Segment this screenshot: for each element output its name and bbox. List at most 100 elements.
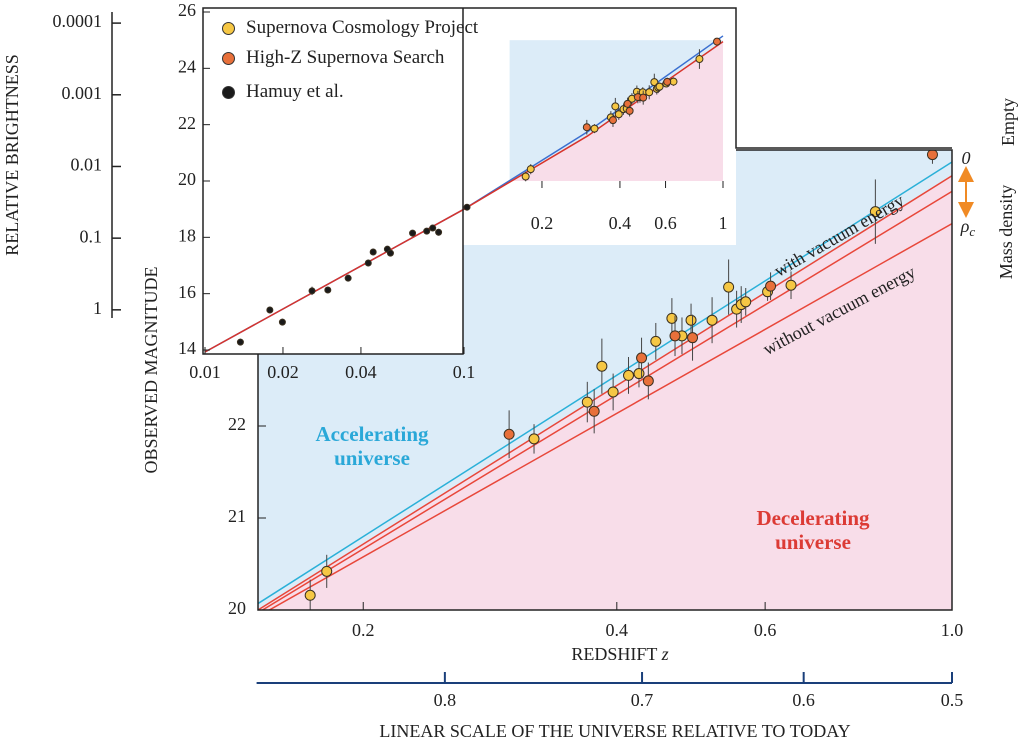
y-tick-label: 22 [228, 414, 246, 434]
inset-frame [202, 7, 952, 355]
brightness-axis-label: RELATIVE BRIGHTNESS [2, 54, 22, 256]
data-point [503, 428, 515, 440]
inset-y-tick-label: 20 [178, 169, 196, 189]
data-point [266, 306, 274, 314]
data-point [869, 206, 881, 218]
x-tick-label: 1.0 [941, 620, 964, 640]
data-point [723, 281, 735, 293]
data-point [926, 150, 938, 161]
y-tick-label: 20 [228, 598, 246, 618]
data-point [611, 102, 620, 111]
legend-item: Hamuy et al. [222, 80, 492, 104]
legend-item: Supernova Cosmology Project [222, 16, 492, 40]
data-point [596, 360, 608, 372]
legend-label: Supernova Cosmology Project [246, 17, 479, 38]
model-line [261, 190, 952, 610]
data-point [582, 123, 591, 132]
data-point [308, 287, 316, 295]
data-point [685, 314, 697, 326]
data-point [236, 338, 244, 346]
data-point [642, 375, 654, 387]
data-point [386, 249, 394, 257]
inset-plot [204, 35, 724, 353]
data-point [429, 224, 437, 232]
legend-item: High-Z Supernova Search [222, 46, 492, 70]
inset-x-tick-label: 0.6 [654, 213, 677, 233]
data-point [712, 37, 721, 46]
brightness-tick-label: 1 [93, 298, 102, 318]
data-point [639, 93, 648, 102]
data-point [278, 318, 286, 326]
data-point [324, 286, 332, 294]
empty-label: Empty [998, 98, 1018, 146]
data-point [669, 330, 681, 342]
data-point [740, 296, 752, 308]
data-point [581, 396, 593, 408]
x2-tick-label: 0.6 [792, 690, 815, 710]
data-point [608, 116, 617, 125]
inset-x-tick-label: 0.04 [345, 362, 377, 382]
model-line [267, 222, 952, 610]
data-point [650, 335, 662, 347]
data-point [645, 88, 654, 97]
legend-marker [222, 86, 235, 99]
inset-x-tick-label: 0.02 [267, 362, 299, 382]
x-tick-label: 0.2 [352, 620, 375, 640]
data-point [423, 227, 431, 235]
inset-y-tick-label: 14 [178, 338, 196, 358]
rho-label: ρc [960, 216, 976, 239]
inset-decelerating-region [511, 41, 723, 181]
data-point [435, 228, 443, 236]
x-tick-label: 0.4 [606, 620, 629, 640]
data-point [623, 369, 635, 381]
inset-y-tick-label: 22 [178, 113, 196, 133]
model-line [258, 175, 952, 610]
data-point [666, 312, 678, 324]
data-point [528, 433, 540, 445]
x-axis-label: REDSHIFT z [571, 644, 668, 664]
x-axis-label-variable: z [661, 644, 669, 664]
inset-y-tick-label: 24 [178, 56, 196, 76]
data-point [304, 589, 316, 601]
data-point [785, 279, 797, 291]
x2-axis-label: LINEAR SCALE OF THE UNIVERSE RELATIVE TO… [379, 721, 850, 741]
legend-marker [222, 22, 235, 35]
data-point [463, 203, 471, 211]
x2-tick-label: 0.8 [434, 690, 457, 710]
inset-x-tick-label: 1 [719, 213, 728, 233]
data-point [663, 77, 672, 86]
rho-symbol: ρ [960, 216, 970, 236]
accelerating-label: Accelerating universe [315, 422, 429, 470]
data-point [687, 332, 699, 344]
data-point [409, 229, 417, 237]
data-point [607, 386, 619, 398]
data-point [765, 280, 777, 292]
inset-y-tick-label: 26 [178, 0, 196, 20]
x2-tick-label: 0.5 [941, 690, 964, 710]
data-point [321, 565, 333, 577]
x-tick-label: 0.6 [754, 620, 777, 640]
brightness-tick-label: 0.001 [62, 83, 103, 103]
model-line [258, 161, 952, 605]
brightness-tick-label: 0.01 [71, 155, 103, 175]
decelerating-label: Decelerating universe [756, 506, 870, 554]
inset-x-tick-label: 0.1 [453, 362, 476, 382]
data-point [706, 314, 718, 326]
x-axis-label-text: REDSHIFT [571, 644, 657, 664]
legend: Supernova Cosmology Project High-Z Supern… [222, 16, 492, 110]
brightness-tick-label: 0.0001 [53, 11, 103, 31]
rho-subscript: c [969, 224, 975, 239]
data-point [590, 124, 599, 133]
inset-y-tick-label: 16 [178, 282, 196, 302]
inset-x-tick-label: 0.2 [531, 213, 554, 233]
zero-label: 0 [962, 148, 971, 168]
data-point [633, 368, 645, 380]
x2-tick-label: 0.7 [631, 690, 654, 710]
data-point [625, 106, 634, 115]
mass-density-label: Mass density [996, 185, 1016, 280]
data-point [655, 82, 664, 91]
data-point [695, 55, 704, 64]
y-axis-label: OBSERVED MAGNITUDE [141, 266, 161, 473]
